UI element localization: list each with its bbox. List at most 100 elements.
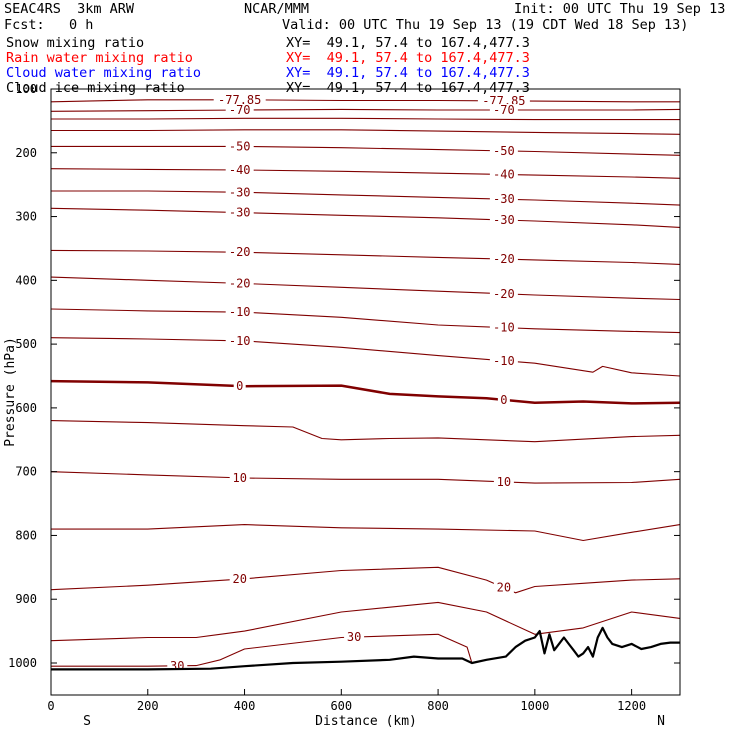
isotherm-label: 10	[232, 471, 246, 485]
isotherm-label: -77.85	[218, 93, 261, 107]
x-tick-label: 1200	[617, 699, 646, 713]
isotherm-label: 20	[232, 572, 246, 586]
isotherm-label: 20	[497, 581, 511, 595]
isotherm-label: -20	[229, 245, 251, 259]
isotherm-label-bg	[489, 193, 518, 206]
isotherm-label-bg	[493, 581, 514, 594]
isotherm-label-bg	[225, 206, 254, 219]
x-tick-label: 200	[137, 699, 159, 713]
isotherm-label: -70	[493, 103, 515, 117]
isotherm-label: 0	[236, 379, 243, 393]
y-tick-label: 700	[15, 465, 37, 479]
isotherm-label: -30	[493, 213, 515, 227]
isotherm-line-6	[51, 190, 681, 206]
terrain-layer	[51, 626, 680, 671]
field-cloudwater-xy: XY= 49.1, 57.4 to 167.4,477.3	[286, 65, 530, 81]
isotherm-label: 0	[500, 393, 507, 407]
y-tick-label: 1000	[8, 656, 37, 670]
isotherm-label-bg	[497, 393, 510, 406]
isotherm-label: -30	[493, 192, 515, 206]
isotherm-label-bg	[229, 573, 250, 586]
y-tick-label: 400	[15, 273, 37, 287]
x-end-label-right: N	[657, 714, 665, 729]
forecast-label: Fcst: 0 h	[4, 17, 94, 33]
isotherm-label-bg	[489, 321, 518, 334]
isotherm-label-bg	[225, 104, 254, 117]
isotherm-label-bg	[225, 306, 254, 319]
y-tick-label: 900	[15, 592, 37, 606]
isotherm-label-bg	[489, 354, 518, 367]
isotherm-label-bg	[493, 475, 514, 488]
valid-label: Valid: 00 UTC Thu 19 Sep 13 (19 CDT Wed …	[282, 17, 689, 33]
isotherm-label: -20	[229, 276, 251, 290]
isotherm-label: -20	[493, 252, 515, 266]
isotherm-line-2	[51, 117, 680, 121]
y-tick-label: 100	[15, 82, 37, 96]
isotherm-line-12	[50, 379, 681, 405]
isotherm-label: -10	[229, 305, 251, 319]
isotherm-label: -70	[229, 103, 251, 117]
isotherm-label: -50	[493, 144, 515, 158]
isotherm-label-bg	[489, 144, 518, 157]
y-tick-label: 200	[15, 146, 37, 160]
isotherm-line-0	[50, 99, 680, 103]
plot-frame	[50, 88, 681, 696]
isotherm-label-bg	[225, 140, 254, 153]
x-tick-label: 800	[427, 699, 449, 713]
isotherm-label-bg	[225, 277, 254, 290]
isotherm-label: -50	[229, 139, 251, 153]
isotherm-line-11	[50, 337, 681, 377]
isotherm-label-bg	[213, 93, 266, 106]
isotherm-label: -10	[493, 354, 515, 368]
x-axis-title: Distance (km)	[315, 714, 417, 729]
isotherm-label: -40	[229, 163, 251, 177]
isotherm-label-bg	[477, 94, 530, 107]
isotherm-line-8	[50, 249, 681, 265]
isotherm-line-5	[50, 168, 681, 179]
isotherm-label: -10	[493, 321, 515, 335]
isotherm-label: -30	[229, 185, 251, 199]
field-cloudice-xy: XY= 49.1, 57.4 to 167.4,477.3	[286, 80, 530, 96]
isotherm-label: -20	[493, 287, 515, 301]
isotherm-label: -10	[229, 334, 251, 348]
isotherm-label-bg	[489, 287, 518, 300]
y-tick-label: 600	[15, 401, 37, 415]
isotherm-label-bg	[344, 631, 365, 644]
x-tick-label: 600	[330, 699, 352, 713]
field-cloudice-name: Cloud ice mixing ratio	[6, 80, 185, 96]
y-tick-label: 500	[15, 337, 37, 351]
isotherm-line-9	[50, 276, 681, 301]
y-axis-title: Pressure (hPa)	[3, 337, 18, 447]
isotherm-label-bg	[489, 213, 518, 226]
isotherm-label-bg	[229, 471, 250, 484]
isotherm-label-bg	[489, 168, 518, 181]
x-tick-label: 0	[47, 699, 54, 713]
isotherm-label-bg	[225, 186, 254, 199]
isotherm-line-4	[51, 145, 681, 156]
x-tick-label: 1000	[520, 699, 549, 713]
isotherm-line-3	[51, 129, 681, 135]
field-snow-xy: XY= 49.1, 57.4 to 167.4,477.3	[286, 35, 530, 51]
isotherm-line-14	[50, 471, 681, 484]
field-cloudwater-name: Cloud water mixing ratio	[6, 65, 202, 81]
field-snow-name: Snow mixing ratio	[6, 35, 145, 51]
isotherm-label: -40	[493, 167, 515, 181]
x-end-label-left: S	[83, 714, 91, 729]
isotherm-line-16	[50, 566, 681, 594]
isotherm-label-bg	[225, 246, 254, 259]
isotherm-line-13	[50, 420, 681, 443]
model-label: SEAC4RS 3km ARW	[4, 1, 135, 17]
isotherm-label-bg	[225, 334, 254, 347]
field-rain-xy: XY= 49.1, 57.4 to 167.4,477.3	[286, 50, 530, 66]
isotherm-label: -30	[229, 206, 251, 220]
y-tick-label: 800	[15, 528, 37, 542]
isotherm-label-bg	[489, 253, 518, 266]
isotherm-line-7	[50, 207, 681, 228]
isotherm-line-17	[50, 601, 681, 642]
isotherm-lines: -77.85 -77.85-70 -70-50 -50-40 -40-30 -30-30-…	[50, 93, 681, 673]
axes: 0 200 400 600 800 1000 12001002003004005006007…	[8, 82, 680, 713]
isotherm-label: 10	[497, 475, 511, 489]
y-tick-label: 300	[15, 210, 37, 224]
